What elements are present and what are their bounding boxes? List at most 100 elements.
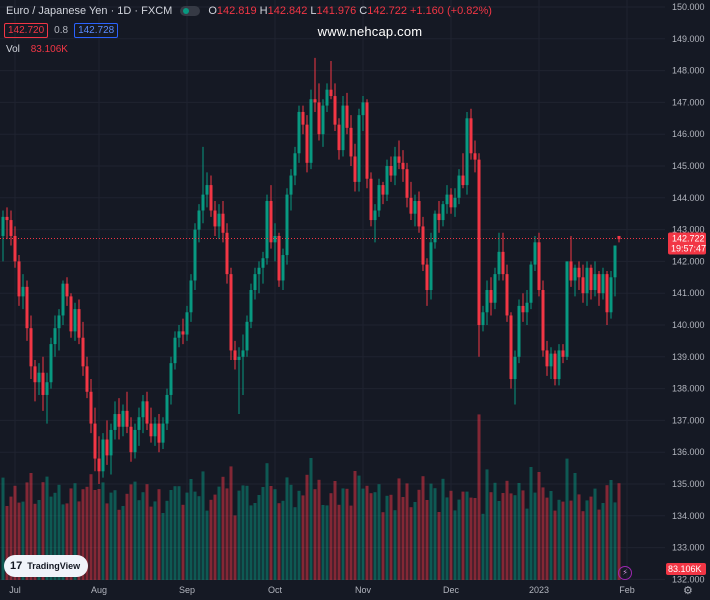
volume-bar bbox=[405, 483, 409, 580]
candle-body bbox=[53, 328, 57, 345]
volume-bar bbox=[377, 484, 381, 580]
volume-bar bbox=[401, 497, 405, 580]
candle-body bbox=[601, 274, 605, 294]
volume-bar bbox=[413, 502, 417, 580]
volume-tag-value: 83.106K bbox=[668, 564, 702, 574]
volume-bar bbox=[173, 486, 177, 580]
volume-bar bbox=[325, 505, 329, 580]
volume-bar bbox=[129, 484, 133, 580]
volume-bar bbox=[381, 512, 385, 580]
volume-bar bbox=[557, 499, 561, 580]
high-value: 142.842 bbox=[267, 5, 308, 17]
close-label: C bbox=[359, 5, 368, 17]
candle-body bbox=[617, 235, 621, 240]
candle-body bbox=[173, 337, 177, 364]
volume-bar bbox=[473, 498, 477, 580]
volume-bar bbox=[81, 489, 85, 580]
candle-body bbox=[517, 305, 521, 357]
candle-body bbox=[45, 382, 49, 395]
x-tick-label: Jul bbox=[9, 585, 21, 595]
candle-body bbox=[341, 105, 345, 151]
y-tick-label: 149.000 bbox=[672, 34, 705, 44]
y-tick-label: 132.000 bbox=[672, 574, 705, 584]
candle-body bbox=[229, 274, 233, 351]
volume-bar bbox=[305, 474, 309, 580]
candle-body bbox=[69, 296, 73, 332]
volume-bar bbox=[281, 500, 285, 580]
candle-body bbox=[537, 242, 541, 291]
candle-body bbox=[57, 315, 61, 329]
candle-body bbox=[393, 156, 397, 176]
tradingview-logo[interactable]: 17 TradingView bbox=[4, 555, 89, 577]
volume-bar bbox=[485, 469, 489, 580]
candle-body bbox=[453, 197, 457, 208]
gear-icon[interactable]: ⚙ bbox=[683, 585, 693, 597]
volume-legend[interactable]: Vol 83.106K bbox=[6, 44, 68, 55]
volume-bar bbox=[293, 507, 297, 580]
y-tick-label: 139.000 bbox=[672, 352, 705, 362]
volume-bar bbox=[161, 513, 165, 580]
volume-bar bbox=[545, 497, 549, 580]
volume-bar bbox=[397, 478, 401, 580]
candle-body bbox=[465, 118, 469, 186]
volume-bar bbox=[301, 495, 305, 580]
candle-body bbox=[533, 242, 537, 265]
volume-bar bbox=[493, 482, 497, 580]
volume-bar bbox=[429, 483, 433, 580]
volume-bar bbox=[17, 502, 21, 580]
candle-body bbox=[609, 277, 613, 313]
candle-body bbox=[29, 328, 33, 367]
x-tick-label: Aug bbox=[91, 585, 107, 595]
volume-bar bbox=[57, 484, 61, 580]
volume-bar bbox=[9, 496, 13, 580]
volume-tag: 83.106K bbox=[666, 563, 706, 575]
sell-button[interactable]: 142.720 bbox=[4, 23, 49, 38]
candle-body bbox=[433, 213, 437, 243]
price-axis[interactable]: 150.000 149.000 148.000 147.000 146.000 145.0… bbox=[672, 2, 705, 584]
high-label: H bbox=[259, 5, 268, 17]
candle-body bbox=[529, 264, 533, 303]
candle-body bbox=[65, 283, 69, 297]
buy-button[interactable]: 142.728 bbox=[74, 23, 119, 38]
visibility-toggle-icon[interactable] bbox=[180, 6, 201, 16]
y-tick-label: 142.000 bbox=[672, 256, 705, 266]
candle-body bbox=[585, 267, 589, 294]
volume-bar bbox=[317, 479, 321, 580]
volume-bar bbox=[41, 482, 45, 580]
symbol-title[interactable]: Euro / Japanese Yen · 1D · FXCM bbox=[6, 5, 173, 17]
candle-body bbox=[357, 115, 361, 182]
candle-body bbox=[277, 235, 281, 281]
volume-bar bbox=[365, 485, 369, 580]
volume-bar bbox=[1, 477, 5, 580]
candle-body bbox=[565, 261, 569, 357]
volume-bar bbox=[165, 500, 169, 580]
candle-body bbox=[85, 366, 89, 392]
candle-body bbox=[281, 255, 285, 281]
volume-bar bbox=[289, 484, 293, 580]
volume-bar bbox=[341, 488, 345, 580]
time-axis[interactable]: Jul Aug Sep Oct Nov Dec 2023 Feb bbox=[9, 585, 635, 595]
candle-body bbox=[361, 102, 365, 116]
candle-body bbox=[109, 429, 113, 456]
volume-value: 83.106K bbox=[30, 44, 68, 55]
volume-bar bbox=[253, 503, 257, 580]
volume-bar bbox=[357, 475, 361, 580]
candle-body bbox=[225, 232, 229, 275]
volume-bar bbox=[265, 463, 269, 580]
volume-bar bbox=[201, 471, 205, 580]
volume-bar bbox=[517, 483, 521, 580]
volume-bar bbox=[529, 467, 533, 580]
candle-body bbox=[5, 216, 9, 221]
candle-body bbox=[385, 166, 389, 195]
volume-bar bbox=[269, 486, 273, 580]
volume-bar bbox=[209, 499, 213, 580]
candle-body bbox=[293, 153, 297, 176]
candle-body bbox=[125, 410, 129, 427]
x-tick-label: Dec bbox=[443, 585, 460, 595]
candle-body bbox=[413, 200, 417, 214]
volume-bar bbox=[461, 491, 465, 580]
volume-bar bbox=[597, 509, 601, 580]
candle-body bbox=[477, 159, 481, 325]
bolt-icon[interactable]: ⚡ bbox=[618, 566, 632, 580]
